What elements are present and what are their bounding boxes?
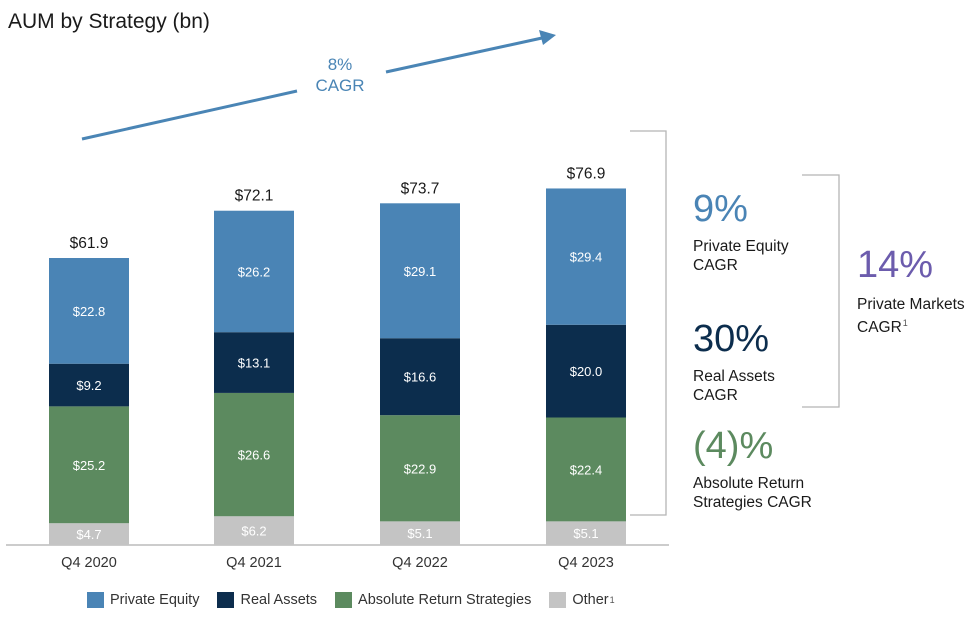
data-label-other: $5.1 [407, 526, 432, 541]
legend-label-absolute-return: Absolute Return Strategies [358, 592, 532, 608]
legend-label-real-assets: Real Assets [240, 592, 318, 608]
x-tick-label: Q4 2020 [61, 555, 117, 571]
data-label-private-equity: $29.4 [570, 250, 603, 265]
pe-cagr-label-line2: CAGR [693, 257, 738, 274]
pm-cagr-label-line2: CAGR [857, 319, 902, 337]
bar-segment-other [214, 516, 294, 545]
data-label-absolute-return: $25.2 [73, 458, 106, 473]
legend-swatch-other [549, 592, 567, 608]
data-label-private-equity: $26.2 [238, 264, 271, 279]
ra-cagr-value: 30% [693, 318, 770, 360]
ar-cagr-value: (4)% [693, 425, 774, 467]
trend-value: 8% [327, 55, 353, 74]
trend-label: 8% CAGR [300, 54, 380, 96]
legend-item-real-assets: Real Assets [217, 592, 317, 608]
bar-segment-private-equity [546, 188, 626, 325]
ra-cagr-label-line1: Real Assets [693, 368, 775, 385]
ar-cagr-label: Absolute Return Strategies CAGR [693, 474, 812, 512]
total-label: $73.7 [401, 180, 440, 197]
legend-label-other: Other [572, 592, 609, 608]
data-label-real-assets: $9.2 [76, 378, 101, 393]
bar-segment-absolute-return [49, 406, 129, 524]
data-label-real-assets: $13.1 [238, 356, 271, 371]
data-label-absolute-return: $22.4 [570, 462, 603, 477]
trend-arrow-line-right [385, 36, 543, 74]
pm-cagr-label: Private Markets CAGR1 [857, 295, 965, 337]
bracket-all-strategies [630, 130, 667, 516]
pm-cagr-label-line2-wrap: CAGR1 [857, 314, 965, 337]
bar-segment-real-assets [214, 332, 294, 393]
x-tick-label: Q4 2021 [226, 555, 282, 571]
x-tick-label: Q4 2023 [558, 555, 614, 571]
legend-item-other: Other 1 [549, 592, 615, 608]
total-label: $72.1 [235, 188, 274, 205]
bar-segment-other [546, 521, 626, 545]
pe-cagr-label: Private Equity CAGR [693, 237, 789, 275]
data-label-private-equity: $22.8 [73, 304, 106, 319]
legend: Private Equity Real Assets Absolute Retu… [87, 592, 633, 608]
pm-cagr-label-line1: Private Markets [857, 296, 965, 313]
bars-group: $4.7 $25.2 $9.2 $22.8 $61.9 Q4 2020 $6.2 $26.6 $… [49, 165, 626, 571]
x-tick-label: Q4 2022 [392, 555, 448, 571]
legend-item-absolute-return: Absolute Return Strategies [335, 592, 531, 608]
pm-cagr-footnote: 1 [902, 318, 908, 328]
bar-segment-private-equity [214, 210, 294, 333]
data-label-real-assets: $16.6 [404, 370, 437, 385]
trend-arrow-line-left [81, 89, 298, 141]
bar-segment-other [380, 521, 460, 545]
bar-segment-private-equity [380, 203, 460, 339]
data-label-private-equity: $29.1 [404, 264, 437, 279]
data-label-absolute-return: $22.9 [404, 461, 437, 476]
pe-cagr-label-line1: Private Equity [693, 238, 789, 255]
legend-swatch-private-equity [87, 592, 104, 608]
data-label-absolute-return: $26.6 [238, 448, 271, 463]
bar-segment-other [49, 523, 129, 545]
trend-text: CAGR [315, 76, 365, 95]
bar-segment-real-assets [546, 324, 626, 418]
pe-cagr-value: 9% [693, 188, 748, 230]
bracket-private-markets [802, 174, 840, 408]
data-label-other: $4.7 [76, 527, 101, 542]
bar-segment-absolute-return [380, 415, 460, 522]
chart-title: AUM by Strategy (bn) [8, 10, 210, 33]
total-label: $61.9 [70, 235, 109, 252]
data-label-real-assets: $20.0 [570, 364, 603, 379]
legend-label-private-equity: Private Equity [110, 592, 200, 608]
ra-cagr-label-line2: CAGR [693, 387, 738, 404]
bar-segment-private-equity [49, 258, 129, 364]
data-label-other: $5.1 [573, 526, 598, 541]
ar-cagr-label-line2: Strategies CAGR [693, 494, 812, 511]
trend-arrow-head [539, 30, 556, 45]
legend-other-footnote: 1 [609, 595, 615, 605]
ar-cagr-label-line1: Absolute Return [693, 475, 805, 492]
bar-segment-real-assets [49, 363, 129, 407]
bar-segment-absolute-return [214, 392, 294, 517]
legend-swatch-real-assets [217, 592, 235, 608]
data-label-other: $6.2 [241, 524, 266, 539]
bar-segment-absolute-return [546, 417, 626, 522]
pm-cagr-value: 14% [857, 244, 934, 286]
bar-segment-real-assets [380, 338, 460, 416]
legend-swatch-absolute-return [335, 592, 353, 608]
total-label: $76.9 [567, 165, 606, 182]
legend-item-private-equity: Private Equity [87, 592, 199, 608]
ra-cagr-label: Real Assets CAGR [693, 367, 775, 405]
